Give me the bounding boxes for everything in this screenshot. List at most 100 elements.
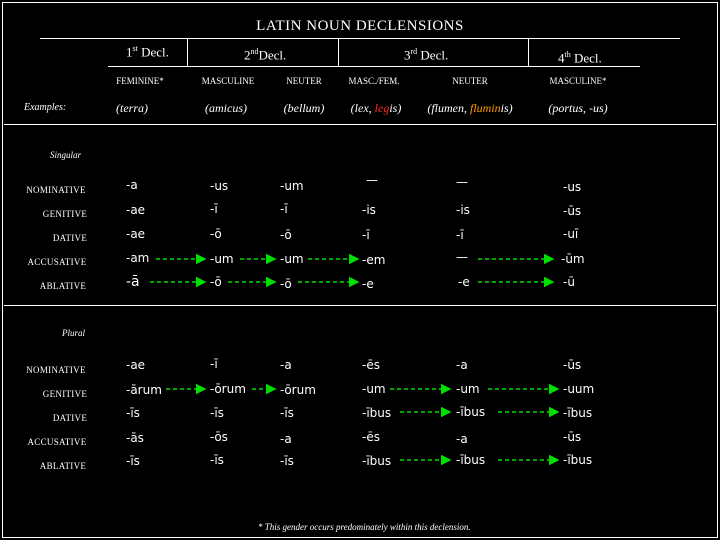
singular-label: Singular (50, 150, 82, 160)
ending-cell: -ībus (563, 453, 593, 467)
ending-cell: -īs (280, 406, 294, 420)
header-decl-4: 4th Decl. (558, 50, 602, 66)
ending-cell: -em (362, 253, 386, 267)
example-amicus: (amicus) (205, 101, 247, 115)
ending-cell: — (456, 175, 468, 189)
header-decl-3: 3rd Decl. (404, 47, 449, 63)
gender-label: MASCULINE (201, 76, 255, 86)
case-label: ABLATIVE (39, 281, 87, 291)
ending-cell: -ōrum (210, 382, 246, 396)
gender-label: MASC./FEM. (348, 76, 400, 86)
decl-divider-3 (528, 38, 529, 66)
ending-cell: -īs (280, 454, 294, 468)
ending-cell: -ī (280, 202, 288, 216)
gender-label: FEMININE* (116, 76, 164, 86)
ending-cell: -um (210, 252, 234, 266)
ending-cell: -um (456, 382, 480, 396)
ending-cell: — (456, 250, 468, 264)
ending-cell: — (366, 173, 378, 187)
decl-divider-2 (338, 38, 339, 66)
examples-label: Examples: (24, 102, 67, 113)
ending-cell: -ībus (456, 453, 486, 467)
ending-cell: -e (458, 275, 470, 289)
ending-cell: -ībus (362, 454, 392, 468)
ending-cell: -ae (126, 227, 146, 241)
ending-cell: -ā (126, 274, 140, 290)
ending-cell: -ēs (362, 430, 380, 444)
case-label: ACCUSATIVE (27, 257, 87, 267)
ending-cell: -a (280, 432, 292, 446)
header-bottom-line (108, 66, 640, 67)
case-label: DATIVE (52, 233, 88, 243)
slide-title: LATIN NOUN DECLENSIONS (256, 18, 464, 34)
top-section-line (4, 124, 716, 125)
ending-cell: -ae (126, 358, 146, 372)
ending-cell: -ībus (456, 405, 486, 419)
ending-cell: -us (210, 179, 229, 193)
ending-cell: -ī (210, 202, 218, 216)
gender-label: NEUTER (452, 76, 488, 86)
ending-cell: -ō (280, 228, 292, 242)
ending-cell: -um (362, 382, 386, 396)
footnote: * This gender occurs predominately withi… (258, 522, 471, 532)
case-label: NOMINATIVE (26, 185, 86, 195)
case-label: ABLATIVE (39, 461, 87, 471)
ending-cell: -a (456, 358, 468, 372)
ending-cell: -ī (362, 228, 370, 242)
ending-cell: -ūs (563, 358, 582, 372)
ending-cell: -ī (210, 357, 218, 371)
ending-cell: -ōrum (280, 383, 316, 397)
ending-cell: -īs (126, 454, 140, 468)
ending-cell: -ō (210, 227, 222, 241)
ending-cell: -ī (456, 228, 464, 242)
example-lex: (lex, legis) (350, 101, 402, 115)
ending-cell: -īs (210, 406, 224, 420)
ending-cell: -ārum (126, 383, 162, 397)
ending-cell: -ō (280, 277, 292, 291)
ending-cell: -ū (563, 275, 575, 289)
example-portus: (portus, -us) (548, 101, 608, 115)
ending-cell: -uī (563, 227, 579, 241)
ending-cell: -ībus (362, 406, 392, 420)
ending-cell: -ūm (561, 252, 585, 266)
gender-label: NEUTER (286, 76, 322, 86)
header-decl-2: 2ndDecl. (244, 47, 287, 63)
ending-cell: -ae (126, 203, 146, 217)
ending-cell: -a (126, 178, 138, 192)
mid-section-line (4, 305, 716, 306)
example-terra: (terra) (116, 101, 148, 115)
ending-cell: -um (280, 179, 304, 193)
ending-cell: -um (280, 252, 304, 266)
ending-cell: -ēs (362, 358, 380, 372)
ending-cell: -a (456, 432, 468, 446)
ending-cell: -is (456, 203, 470, 217)
ending-cell: -a (280, 358, 292, 372)
case-label: NOMINATIVE (26, 365, 86, 375)
ending-cell: -īs (210, 453, 224, 467)
decl-divider-1 (187, 38, 188, 66)
plural-label: Plural (62, 328, 86, 338)
case-label: DATIVE (52, 413, 88, 423)
ending-cell: -am (126, 251, 150, 265)
ending-cell: -is (362, 203, 376, 217)
case-label: GENITIVE (42, 209, 88, 219)
ending-cell: -e (362, 277, 374, 291)
header-top-line (40, 38, 680, 39)
ending-cell: -ūs (563, 204, 582, 218)
ending-cell: -uum (563, 382, 595, 396)
ending-cell: -ō (210, 275, 222, 289)
case-label: GENITIVE (42, 389, 88, 399)
case-label: ACCUSATIVE (27, 437, 87, 447)
header-decl-1: 1st Decl. (126, 44, 169, 60)
example-bellum: (bellum) (283, 101, 325, 115)
example-flumen: (flumen, fluminis) (427, 101, 513, 115)
ending-cell: -ībus (563, 406, 593, 420)
ending-cell: -us (563, 180, 582, 194)
ending-cell: -īs (126, 406, 140, 420)
ending-cell: -ōs (210, 430, 228, 444)
ending-cell: -ās (126, 431, 144, 445)
gender-label: MASCULINE* (549, 76, 607, 86)
ending-cell: -ūs (563, 430, 582, 444)
